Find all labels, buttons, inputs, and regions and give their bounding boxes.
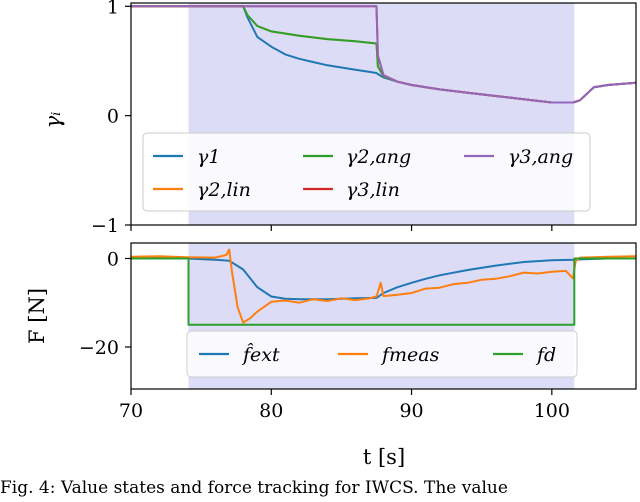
- legend: f̂ext fmeas fd: [186, 330, 578, 378]
- legend-entry-gamma1: γ1: [153, 146, 220, 168]
- y-axis-ticks: 0 −20: [79, 248, 131, 359]
- f-meas-line: [131, 248, 636, 324]
- y-tick-label: 0: [107, 248, 119, 270]
- y-tick-label: −20: [79, 337, 119, 359]
- x-tick-label: 90: [399, 400, 423, 422]
- figure-caption: Fig. 4: Value states and force tracking …: [0, 478, 508, 498]
- gamma3-ang-line: [131, 5, 636, 104]
- x-tick-label: 80: [259, 400, 283, 422]
- legend-label: f̂ext: [241, 343, 280, 366]
- plot-frame: [130, 2, 637, 226]
- y-tick-label: 1: [107, 0, 119, 18]
- legend-entry-gamma3-ang: γ3,ang: [464, 146, 573, 168]
- legend-label: γ2,ang: [346, 146, 411, 168]
- force-series-lines: [131, 248, 636, 326]
- gamma-panel: 10−1 γᵢ γ1 γ2,lin γ2,ang γ3,lin γ3,: [41, 0, 637, 237]
- legend-box: [142, 132, 591, 212]
- f-d-line: [131, 257, 636, 326]
- legend-label: γ3,lin: [346, 179, 400, 201]
- plot-frame: [130, 242, 637, 390]
- x-tick-label: 100: [534, 400, 570, 422]
- x-tick-label: 70: [119, 400, 143, 422]
- legend-label: fd: [535, 344, 556, 366]
- legend-entry-gamma3-lin: γ3,lin: [303, 179, 400, 201]
- legend-label: γ3,ang: [508, 146, 573, 168]
- legend-box: [186, 330, 578, 378]
- y-axis-label: F [N]: [25, 288, 49, 344]
- y-axis-ticks: 1 0 −1: [91, 0, 553, 237]
- y-tick-label: −1: [91, 215, 119, 237]
- x-axis-ticks: 70 80 90 100: [119, 389, 570, 422]
- gamma-series-lines: [131, 5, 636, 104]
- legend-entry-gamma2-lin: γ2,lin: [153, 179, 251, 201]
- y-axis-label: γᵢ: [41, 112, 65, 129]
- force-panel: 0 −20 70 80 90 100 F [N] t [s] f̂ext fmeas f…: [25, 242, 637, 469]
- legend-entry-gamma2-ang: γ2,ang: [303, 146, 411, 168]
- legend-entry-f-meas: fmeas: [338, 344, 440, 366]
- figure: 10−1 γᵢ γ1 γ2,lin γ2,ang γ3,lin γ3,: [25, 0, 637, 469]
- legend-label: γ2,lin: [197, 179, 251, 201]
- legend: γ1 γ2,lin γ2,ang γ3,lin γ3,ang: [142, 132, 591, 212]
- legend-entry-f-d: fd: [493, 344, 556, 366]
- legend-label: γ1: [197, 146, 220, 168]
- x-axis-label: t [s]: [363, 445, 405, 469]
- legend-label: fmeas: [380, 344, 440, 366]
- y-tick-label: 0: [107, 106, 119, 128]
- legend-entry-f-ext: f̂ext: [199, 343, 280, 366]
